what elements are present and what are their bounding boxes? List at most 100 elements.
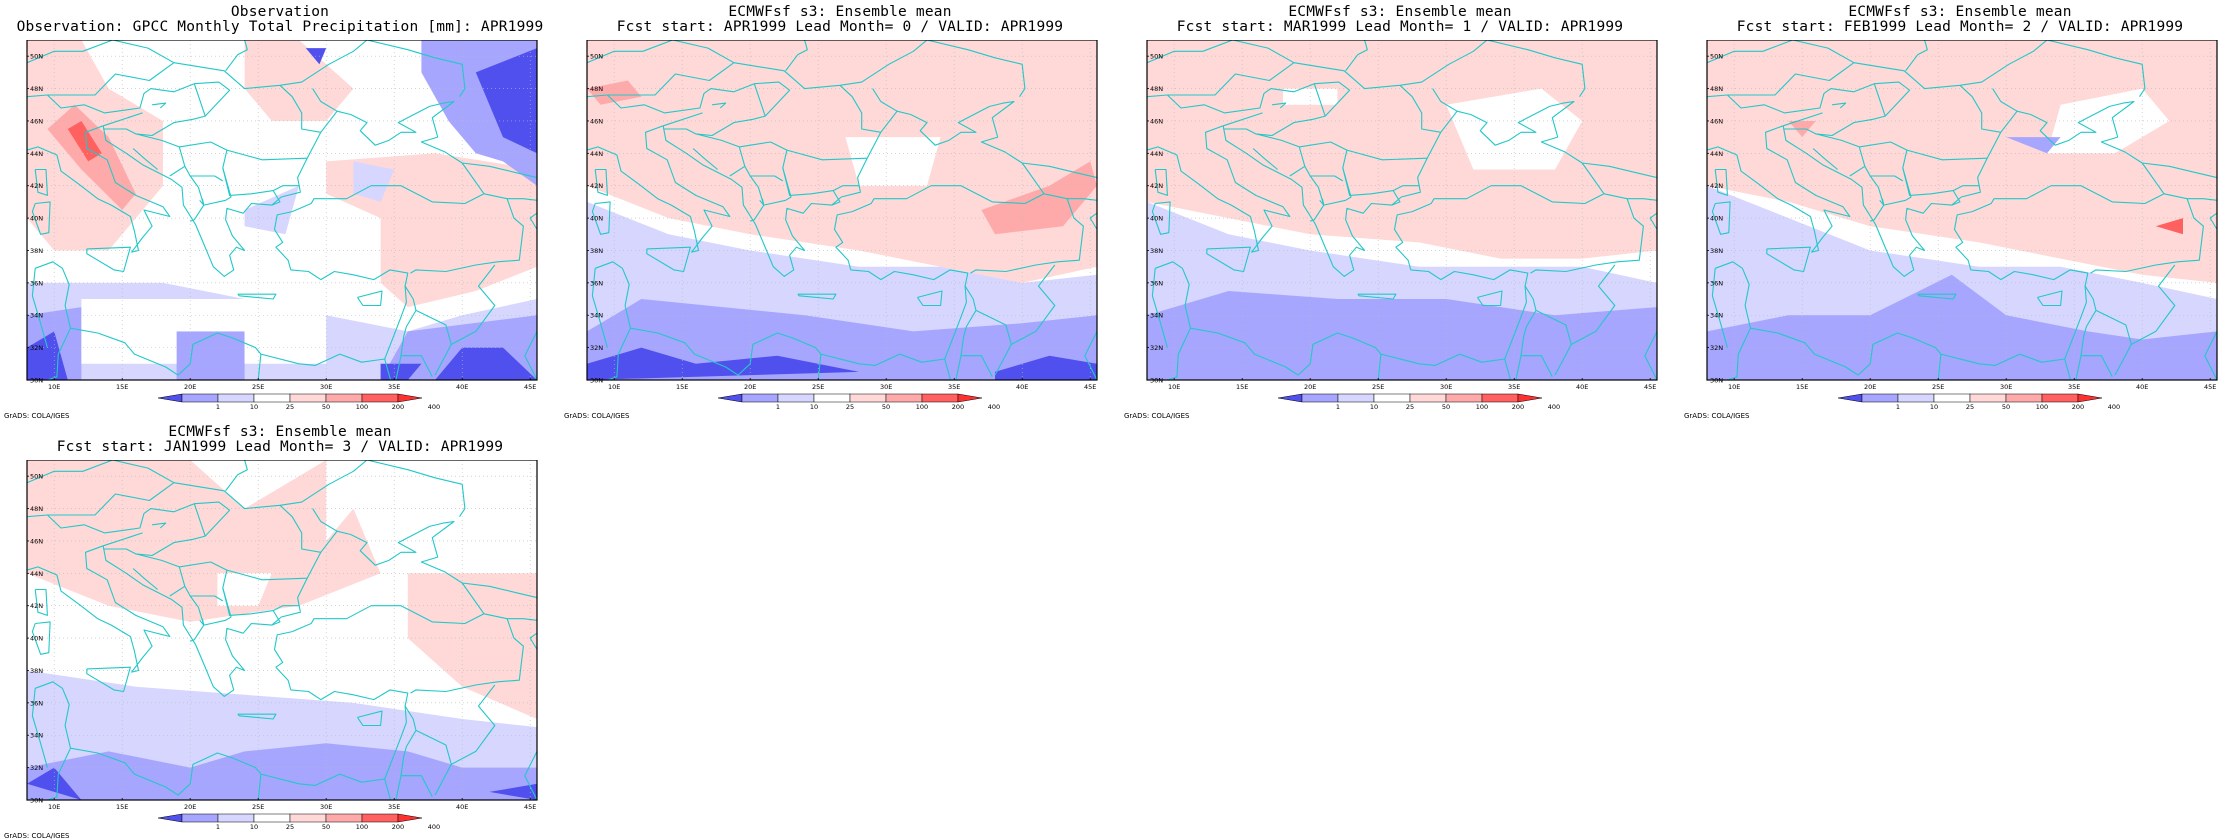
coastline [2209, 212, 2217, 230]
colorbar-label: 50 [882, 403, 890, 411]
coastline [1147, 125, 1291, 253]
colorbar: 1 10 25 50 100 200 400 [717, 393, 1000, 411]
country-border [190, 204, 205, 222]
country-border [1783, 112, 1823, 127]
country-border [1310, 204, 1325, 222]
coastline [152, 522, 167, 529]
coastline [1649, 212, 1657, 230]
colorbar-swatch [361, 813, 399, 823]
lat-tick-label: 46N [30, 117, 43, 125]
country-border [47, 81, 231, 137]
precip-shade [2047, 88, 2170, 154]
country-border [2090, 198, 2204, 274]
lat-tick-label: 36N [30, 699, 43, 707]
colorbar-label: 100 [1476, 403, 1488, 411]
country-border [1959, 84, 2001, 133]
country-border [955, 310, 977, 380]
lon-tick-label: 10E [608, 383, 620, 391]
lon-tick-label: 10E [48, 383, 60, 391]
country-border [961, 355, 993, 378]
colorbar-label: 200 [392, 823, 404, 831]
colorbar-label: 50 [322, 403, 330, 411]
lon-tick-label: 20E [184, 803, 196, 811]
coastline [357, 710, 383, 727]
colorbar-label: 200 [392, 403, 404, 411]
coastline [529, 212, 537, 230]
lon-tick-label: 40E [1576, 383, 1588, 391]
precip-shade [2006, 137, 2061, 154]
colorbar-swatch [849, 393, 887, 403]
coastline [1766, 246, 1811, 273]
precip-shade [995, 355, 1097, 380]
colorbar-swatch [957, 393, 983, 403]
precip-shade [489, 783, 537, 800]
country-border [2131, 264, 2176, 345]
precip-shade [1446, 88, 1583, 170]
coastline [587, 125, 731, 253]
panel-lead-1: ECMWFsf s3: Ensemble mean Fcst start: MA… [1120, 0, 1680, 420]
country-border [964, 285, 1012, 376]
lat-tick-label: 48N [30, 505, 43, 513]
colorbar-label: 1 [216, 823, 220, 831]
lat-tick-label: 50N [590, 53, 603, 61]
colorbar-label: 25 [286, 823, 294, 831]
map-frame [1146, 40, 1658, 381]
precip-shade [587, 299, 1097, 380]
country-border [27, 460, 466, 518]
shading-layer [27, 460, 537, 800]
lat-tick-label: 46N [30, 537, 43, 545]
country-border [190, 595, 224, 602]
panel-subtitle: Observation: GPCC Monthly Total Precipit… [16, 19, 544, 35]
lat-tick-label: 50N [30, 473, 43, 481]
country-border [1432, 88, 1458, 112]
country-border [401, 355, 433, 378]
country-border [1902, 167, 1979, 196]
country-border [222, 587, 299, 616]
country-border [410, 198, 524, 274]
lon-tick-label: 30E [2000, 383, 2012, 391]
coastline [2037, 290, 2063, 307]
country-border [257, 354, 262, 380]
country-border [27, 40, 466, 98]
colorbar-label: 10 [1370, 403, 1378, 411]
country-border [1147, 40, 1295, 64]
colorbar-swatch [289, 813, 327, 823]
lon-tick-label: 15E [1236, 383, 1248, 391]
lat-tick-label: 44N [1150, 150, 1163, 158]
country-border [401, 775, 433, 798]
colorbar-swatch [1517, 393, 1543, 403]
country-border [1345, 40, 1368, 72]
precip-shade [587, 347, 859, 380]
coastline [35, 520, 485, 796]
country-border [587, 40, 1026, 98]
lat-tick-label: 42N [30, 602, 43, 610]
lon-tick-label: 40E [2136, 383, 2148, 391]
country-border [1859, 141, 1912, 206]
country-border [103, 532, 143, 547]
colorbar-label: 1 [1336, 403, 1340, 411]
country-border [312, 508, 338, 532]
country-border [753, 83, 766, 117]
country-border [1521, 355, 1553, 378]
country-border [1582, 162, 1657, 179]
shading-layer [1707, 40, 2217, 380]
lat-tick-label: 34N [1150, 312, 1163, 320]
country-border [1524, 285, 1572, 376]
lon-tick-label: 25E [1372, 383, 1384, 391]
coastline [1206, 246, 1251, 273]
precip-shade [27, 169, 82, 219]
colorbar-swatch [717, 393, 743, 403]
country-border [179, 561, 232, 626]
lon-tick-label: 35E [2068, 383, 2080, 391]
colorbar-label: 1 [1896, 403, 1900, 411]
precip-shade [244, 185, 299, 235]
grads-credit: GrADS: COLA/IGES [1684, 412, 1750, 420]
coastline [529, 632, 537, 650]
country-border [1515, 310, 1537, 380]
lat-tick-label: 30N [1710, 377, 1723, 385]
colorbar-swatch [289, 393, 327, 403]
country-border [1727, 327, 1751, 380]
country-border [132, 568, 158, 590]
lon-tick-label: 25E [252, 803, 264, 811]
precip-shade [1707, 274, 2217, 380]
